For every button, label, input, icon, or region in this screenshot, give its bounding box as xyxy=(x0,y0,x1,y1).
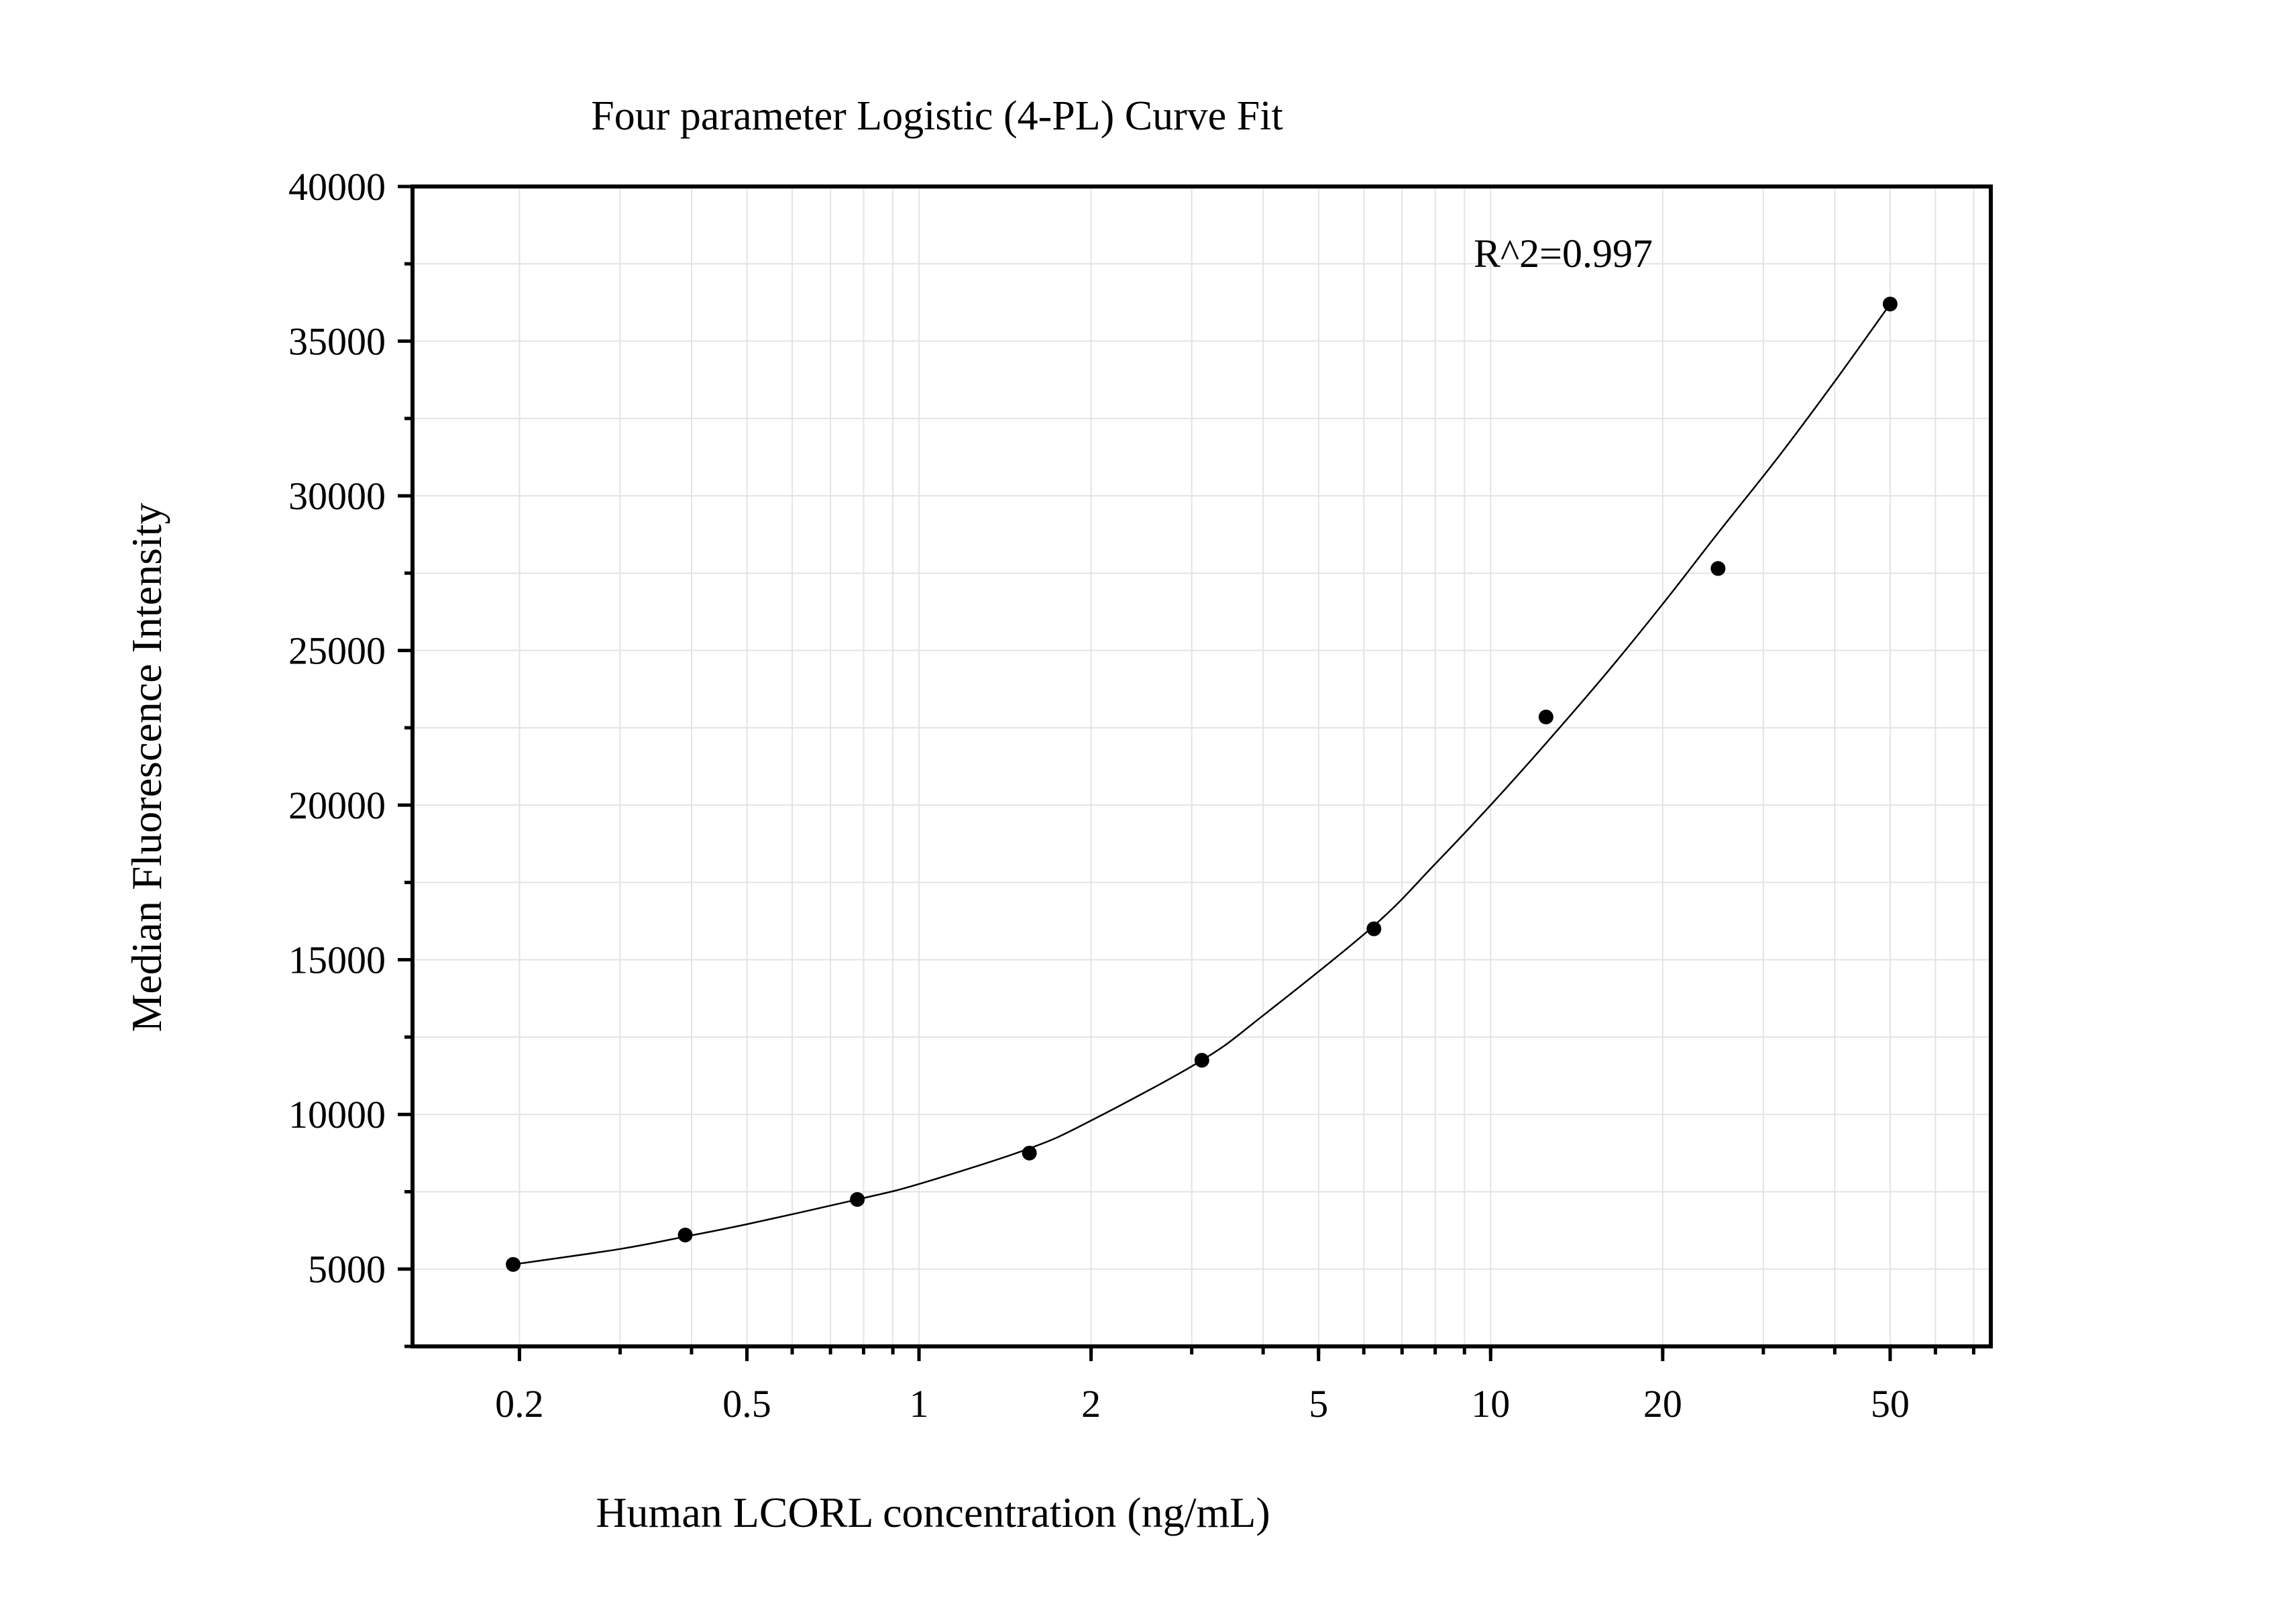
plot-frame xyxy=(411,184,1993,1348)
y-axis-ticks: 5000 10000 15000 20000 25000 30000 35000 40000 xyxy=(288,165,413,1348)
chart-title: Four parameter Logistic (4-PL) Curve Fit xyxy=(591,93,1282,139)
y-tick-label: 35000 xyxy=(288,320,386,364)
grid xyxy=(413,186,1991,1346)
x-tick-label: 10 xyxy=(1471,1382,1510,1426)
x-axis-label: Human LCORL concentration (ng/mL) xyxy=(596,1489,1270,1536)
x-tick-label: 0.5 xyxy=(722,1382,771,1426)
data-point xyxy=(1710,561,1726,576)
data-point xyxy=(850,1191,865,1207)
x-tick-label: 2 xyxy=(1081,1382,1101,1426)
data-point xyxy=(677,1228,693,1243)
x-tick-label: 5 xyxy=(1309,1382,1328,1426)
y-axis-label: Median Fluorescence Intensity xyxy=(123,502,170,1032)
x-tick-label: 1 xyxy=(910,1382,929,1426)
y-tick-label: 5000 xyxy=(308,1248,386,1291)
y-tick-label: 15000 xyxy=(288,939,386,982)
data-point xyxy=(1538,709,1553,725)
data-point xyxy=(1194,1053,1209,1068)
x-tick-label: 0.2 xyxy=(495,1382,544,1426)
x-axis-ticks: 0.2 0.5 1 2 5 10 20 50 xyxy=(495,1346,1975,1426)
y-tick-label: 20000 xyxy=(288,784,386,827)
x-tick-label: 20 xyxy=(1643,1382,1682,1426)
x-tick-label: 50 xyxy=(1871,1382,1910,1426)
y-tick-label: 25000 xyxy=(288,629,386,673)
data-point xyxy=(1366,921,1382,937)
r-squared-annotation: R^2=0.997 xyxy=(1474,231,1653,276)
data-point xyxy=(506,1257,521,1272)
y-tick-label: 40000 xyxy=(288,165,386,209)
data-point xyxy=(1022,1145,1037,1161)
fit-curve xyxy=(512,303,1891,1266)
y-tick-label: 10000 xyxy=(288,1093,386,1136)
data-point xyxy=(1882,297,1898,312)
data-points xyxy=(506,297,1898,1272)
y-tick-label: 30000 xyxy=(288,474,386,518)
